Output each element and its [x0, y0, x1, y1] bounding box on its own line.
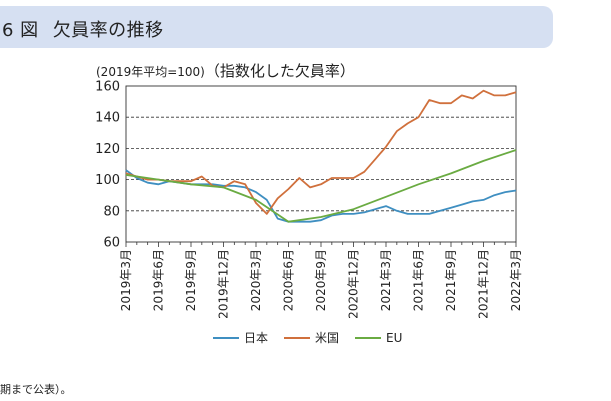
series-line-2 — [125, 149, 517, 223]
chart-legend: 日本 米国 EU — [213, 329, 418, 346]
x-tick-label: 2020年3月 — [249, 249, 263, 311]
x-tick-label: 2019年9月 — [184, 249, 198, 311]
x-tick-label: 2019年6月 — [152, 249, 166, 311]
legend-item-japan: 日本 — [213, 329, 268, 346]
figure-number: 6 図 — [2, 20, 39, 41]
legend-swatch-japan — [213, 336, 239, 339]
x-tick-label: 2020年9月 — [314, 249, 328, 311]
figure-title-text: 欠員率の推移 — [52, 20, 164, 41]
plot-frame — [125, 85, 517, 243]
series-line-1 — [125, 89, 517, 215]
legend-item-us: 米国 — [284, 329, 339, 346]
chart-subtitle: （指数化した欠員率） — [204, 62, 355, 80]
series-line-0 — [125, 169, 517, 223]
y-tick-label: 100 — [95, 173, 120, 188]
chart-unit: (2019年平均=100) — [96, 65, 205, 79]
legend-label-eu: EU — [386, 330, 403, 345]
x-tick-label: 2019年12月 — [217, 249, 231, 319]
legend-item-eu: EU — [355, 331, 402, 345]
x-tick-label: 2021年3月 — [379, 249, 393, 311]
chart-unit-note: (2019年平均=100)（指数化した欠員率） — [96, 60, 355, 81]
legend-label-us: 米国 — [315, 331, 340, 345]
x-tick-label: 2020年12月 — [347, 249, 361, 319]
y-tick-label: 60 — [103, 236, 120, 251]
legend-swatch-eu — [355, 336, 382, 339]
y-tick-label: 140 — [95, 111, 120, 126]
x-tick-label: 2021年12月 — [477, 249, 491, 319]
y-tick-label: 120 — [95, 142, 120, 157]
figure-header: 6 図欠員率の推移 — [0, 6, 553, 48]
footnote: 期まで公表）。 — [0, 383, 72, 396]
x-tick-label: 2022年3月 — [509, 249, 523, 311]
x-tick-label: 2021年9月 — [444, 249, 458, 311]
y-tick-label: 80 — [103, 204, 120, 219]
figure-title: 6 図欠員率の推移 — [2, 16, 164, 42]
x-tick-label: 2021年6月 — [412, 249, 426, 311]
x-tick-label: 2020年6月 — [282, 249, 296, 311]
y-tick-label: 160 — [95, 80, 120, 95]
legend-swatch-us — [284, 336, 311, 339]
x-tick-label: 2019年3月 — [119, 249, 133, 311]
legend-label-japan: 日本 — [244, 331, 269, 345]
